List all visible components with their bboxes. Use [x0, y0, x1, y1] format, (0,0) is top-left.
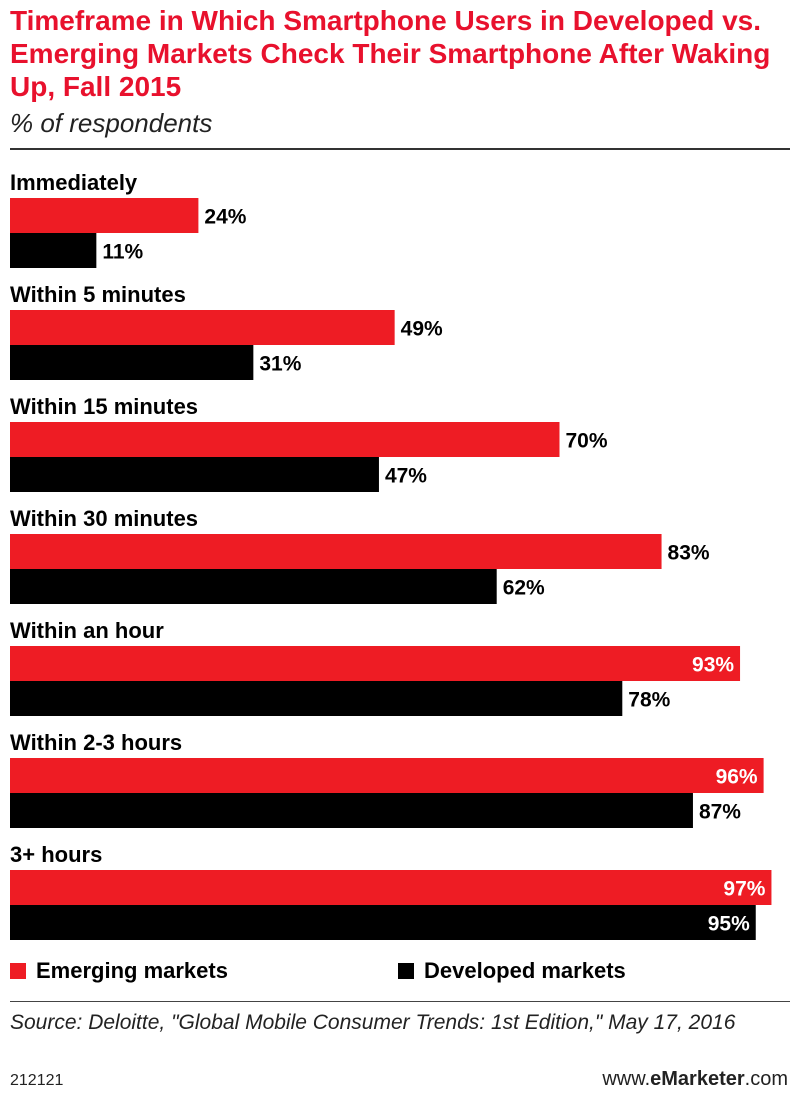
bar-emerging-3 [10, 422, 560, 457]
value-label-developed-1: 11% [102, 241, 143, 264]
legend-label-emerging: Emerging markets [36, 958, 228, 983]
value-label-emerging-3: 70% [566, 430, 608, 453]
source-note: Source: Deloitte, "Global Mobile Consume… [10, 1011, 736, 1034]
value-label-developed-3: 47% [385, 465, 427, 488]
value-label-developed-7: 95% [708, 913, 750, 936]
bar-developed-4 [10, 569, 497, 604]
bar-emerging-5 [10, 646, 741, 681]
category-label: Within 2-3 hours [10, 730, 182, 755]
bar-developed-3 [10, 457, 379, 492]
value-label-developed-6: 87% [699, 801, 741, 824]
chart-subtitle: % of respondents [10, 108, 213, 138]
legend-item-emerging: Emerging markets [10, 958, 228, 984]
legend-swatch-developed [398, 963, 414, 979]
value-label-emerging-2: 49% [401, 318, 443, 341]
bar-emerging-1 [10, 198, 199, 233]
bar-developed-2 [10, 345, 254, 380]
bar-developed-7 [10, 905, 756, 940]
footer-divider [10, 1001, 790, 1002]
category-label: Within 5 minutes [10, 282, 186, 307]
value-label-emerging-1: 24% [204, 206, 246, 229]
brand-logo: www.eMarketer.com [602, 1068, 788, 1090]
legend-swatch-emerging [10, 963, 26, 979]
category-label: 3+ hours [10, 842, 102, 867]
bar-developed-6 [10, 793, 693, 828]
chart-title: Timeframe in Which Smartphone Users in D… [10, 5, 771, 102]
value-label-emerging-6: 96% [716, 766, 758, 789]
category-label: Within 30 minutes [10, 506, 198, 531]
bar-developed-1 [10, 233, 97, 268]
value-label-developed-5: 78% [628, 689, 670, 712]
bar-emerging-4 [10, 534, 662, 569]
bar-emerging-6 [10, 758, 764, 793]
category-label: Within an hour [10, 618, 164, 643]
bar-developed-5 [10, 681, 623, 716]
category-label: Immediately [10, 170, 138, 195]
legend-item-developed: Developed markets [398, 958, 626, 984]
bar-chart: Immediately 24% 11% Within 5 minutes 49% 31% W… [10, 170, 772, 940]
legend-label-developed: Developed markets [424, 958, 626, 983]
bar-emerging-2 [10, 310, 395, 345]
legend: Emerging markets Developed markets [0, 958, 800, 988]
value-label-emerging-7: 97% [723, 878, 765, 901]
title-divider [10, 148, 790, 150]
value-label-emerging-5: 93% [692, 654, 734, 677]
chart-id: 212121 [10, 1072, 64, 1089]
value-label-developed-2: 31% [259, 353, 301, 376]
value-label-developed-4: 62% [503, 577, 545, 600]
category-label: Within 15 minutes [10, 394, 198, 419]
bar-emerging-7 [10, 870, 772, 905]
value-label-emerging-4: 83% [668, 542, 710, 565]
